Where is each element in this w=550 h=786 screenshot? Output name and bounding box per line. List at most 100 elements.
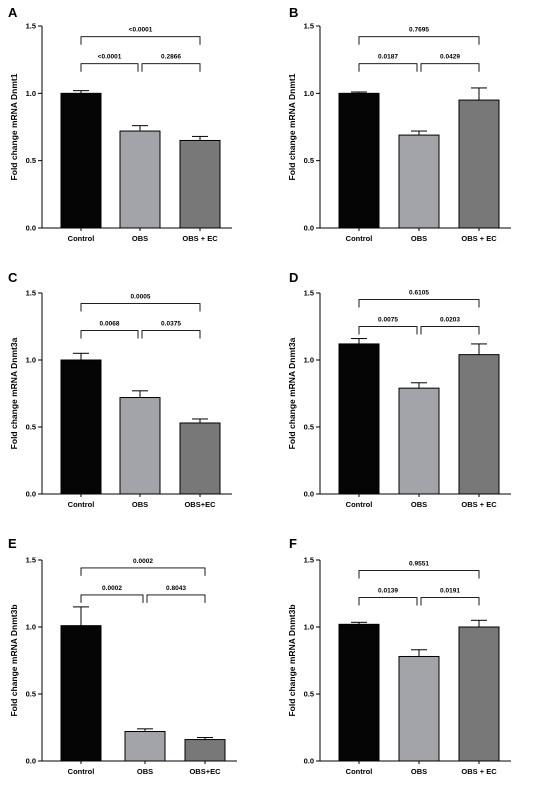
panel-letter: D: [289, 270, 298, 285]
significance-bracket: [358, 299, 480, 308]
y-tick-label: 1.5: [304, 556, 314, 565]
x-tick-label: Control: [346, 234, 373, 243]
y-tick-label: 0.0: [304, 490, 314, 499]
x-tick-label: OBS: [132, 500, 148, 509]
x-tick-label: OBS + EC: [461, 234, 497, 243]
panel-b: B Fold change mRNA Dnmt1 0.0 0.5 1.0 1.5 Contr…: [287, 5, 511, 243]
p-value-label: 0.0002: [102, 585, 122, 592]
p-value-label: <0.0001: [129, 27, 153, 34]
bar-control: [60, 625, 102, 762]
significance-bracket: [358, 326, 418, 335]
significance-bracket: [80, 594, 144, 603]
bar-control: [60, 359, 102, 495]
significance-bracket: [146, 594, 206, 603]
y-tick-label: 0.5: [26, 423, 36, 432]
x-tick-label: OBS + EC: [461, 500, 497, 509]
y-axis-label: Fold change mRNA Dnmt1: [9, 73, 19, 180]
y-axis-label: Fold change mRNA Dnmt3b: [9, 604, 19, 716]
x-tick-label: OBS+EC: [184, 500, 216, 509]
significance-bracket: [80, 330, 139, 339]
x-tick-label: OBS: [132, 234, 148, 243]
significance-bracket: [141, 330, 201, 339]
x-tick-label: OBS: [411, 767, 427, 776]
significance-bracket: [420, 597, 480, 606]
significance-bracket: [80, 63, 139, 72]
y-tick-label: 0.5: [304, 690, 314, 699]
x-tick-label: Control: [346, 767, 373, 776]
bar-obs-ec: [458, 626, 500, 762]
panel-d: D Fold change mRNA Dnmt3a 0.0 0.5 1.0 1.5 Cont…: [287, 270, 511, 509]
panel-c: C Fold change mRNA Dnmt3a 0.0 0.5 1.0 1.5 Cont…: [8, 270, 232, 509]
x-tick-label: OBS+EC: [189, 767, 221, 776]
y-tick-label: 0.5: [304, 156, 314, 165]
bar-obs-ec: [179, 139, 221, 229]
y-tick-label: 1.5: [26, 556, 36, 565]
y-tick-label: 1.5: [26, 289, 36, 298]
x-tick-label: OBS + EC: [182, 234, 218, 243]
significance-bracket: [80, 36, 201, 45]
p-value-label: 0.0068: [100, 321, 120, 328]
y-tick-label: 0.0: [26, 224, 36, 233]
significance-bracket: [420, 326, 480, 335]
p-value-label: 0.0005: [131, 294, 151, 301]
x-tick-label: Control: [68, 767, 95, 776]
p-value-label: 0.0002: [133, 558, 153, 565]
panel-letter: C: [8, 270, 18, 285]
significance-bracket: [358, 63, 418, 72]
y-tick-label: 0.5: [26, 690, 36, 699]
p-value-label: 0.0139: [378, 588, 398, 595]
x-tick-label: OBS: [411, 234, 427, 243]
p-value-label: 0.7695: [409, 27, 429, 34]
panel-e: E Fold change mRNA Dnmt3b 0.0 0.5 1.0 1.5 Cont…: [8, 536, 237, 776]
p-value-label: 0.2866: [161, 54, 181, 61]
y-tick-label: 0.0: [26, 757, 36, 766]
y-axis-label: Fold change mRNA Dnmt3a: [9, 337, 19, 449]
y-axis-label: Fold change mRNA Dnmt3a: [287, 337, 297, 449]
p-value-label: 0.0187: [378, 54, 398, 61]
y-tick-label: 1.5: [304, 289, 314, 298]
y-tick-label: 1.5: [26, 22, 36, 31]
y-tick-label: 1.0: [26, 623, 36, 632]
p-value-label: 0.6105: [409, 290, 429, 297]
p-value-label: 0.0075: [378, 317, 398, 324]
bar-control: [338, 343, 380, 495]
bar-obs-ec: [179, 422, 221, 495]
x-tick-label: OBS: [411, 500, 427, 509]
y-tick-label: 0.0: [304, 757, 314, 766]
y-tick-label: 1.0: [26, 89, 36, 98]
bar-control: [338, 92, 380, 229]
panel-f: F Fold change mRNA Dnmt3b 0.0 0.5 1.0 1.5 Cont…: [287, 536, 511, 776]
panel-letter: A: [8, 5, 18, 20]
p-value-label: <0.0001: [98, 54, 122, 61]
x-tick-label: Control: [68, 500, 95, 509]
significance-bracket: [420, 63, 480, 72]
bar-obs: [398, 387, 440, 495]
bar-control: [338, 623, 380, 762]
bar-obs-ec: [458, 99, 500, 229]
p-value-label: 0.9551: [409, 561, 429, 568]
significance-bracket: [358, 570, 480, 579]
panel-letter: B: [289, 5, 298, 20]
y-axis-label: Fold change mRNA Dnmt1: [287, 73, 297, 180]
p-value-label: 0.0191: [440, 588, 460, 595]
p-value-label: 0.0203: [440, 317, 460, 324]
y-axis-label: Fold change mRNA Dnmt3b: [287, 604, 297, 716]
significance-bracket: [358, 597, 418, 606]
y-tick-label: 0.0: [304, 224, 314, 233]
p-value-label: 0.8043: [166, 585, 186, 592]
x-tick-label: Control: [346, 500, 373, 509]
y-tick-label: 1.5: [304, 22, 314, 31]
y-tick-label: 0.5: [304, 423, 314, 432]
bar-obs: [398, 134, 440, 229]
y-tick-label: 1.0: [304, 623, 314, 632]
y-tick-label: 0.0: [26, 490, 36, 499]
bar-obs-ec: [458, 354, 500, 495]
significance-bracket: [141, 63, 201, 72]
significance-bracket: [80, 303, 201, 312]
y-tick-label: 0.5: [26, 156, 36, 165]
p-value-label: 0.0429: [440, 54, 460, 61]
panel-letter: E: [8, 536, 17, 551]
y-tick-label: 1.0: [26, 356, 36, 365]
bar-obs: [119, 397, 161, 495]
bar-obs: [124, 731, 166, 762]
